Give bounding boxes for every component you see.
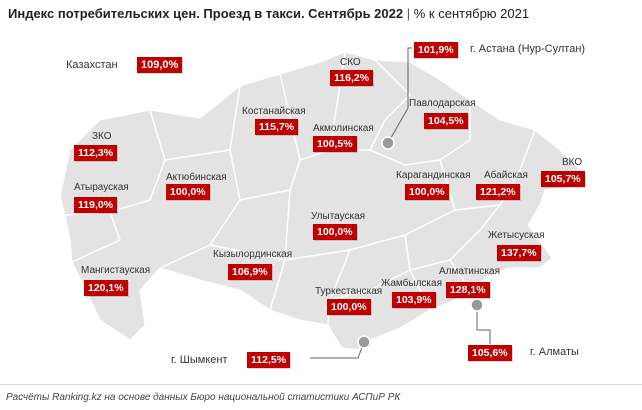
region-value-karaganda: 100,0% <box>405 184 449 200</box>
city-label-almaty: г. Алматы <box>530 346 579 358</box>
title-main: Индекс потребительских цен. Проезд в так… <box>8 6 404 21</box>
region-label-kostanay: Костанайская <box>242 106 306 117</box>
region-label-almaty-region: Алматинская <box>439 266 500 277</box>
region-label-akmola: Акмолинская <box>313 123 374 134</box>
footer-divider <box>0 384 642 385</box>
city-label-astana: г. Астана (Нур-Султан) <box>470 43 586 55</box>
city-value-almaty: 105,6% <box>468 345 512 361</box>
region-value-zhetysu: 137,7% <box>497 245 541 261</box>
almaty-marker <box>470 298 484 312</box>
chart-title: Индекс потребительских цен. Проезд в так… <box>8 6 529 21</box>
city-value-shymkent: 112,5% <box>247 352 291 368</box>
shymkent-marker <box>357 335 371 349</box>
national-label: Казахстан <box>66 59 118 71</box>
region-value-pavlodar: 104,5% <box>424 113 468 129</box>
region-value-almaty-region: 128,1% <box>446 282 490 298</box>
region-value-kostanay: 115,7% <box>255 119 299 135</box>
region-value-ulytau: 100,0% <box>313 224 357 240</box>
region-label-zko: ЗКО <box>92 131 112 142</box>
title-separator: | <box>406 6 411 21</box>
region-label-abai: Абайская <box>484 170 528 181</box>
region-value-sko: 116,2% <box>330 70 374 86</box>
region-label-atyrau: Атырауская <box>74 182 129 193</box>
city-value-astana: 101,9% <box>414 42 458 58</box>
region-label-mangystau: Мангистауская <box>81 265 151 276</box>
region-label-turkestan: Туркестанская <box>315 286 383 297</box>
almaty-leader <box>476 305 491 344</box>
city-label-shymkent: г. Шымкент <box>171 354 228 366</box>
region-value-akmola: 100,5% <box>313 136 357 152</box>
region-label-kyzylorda: Кызылординская <box>213 249 293 260</box>
country-shape <box>59 51 583 351</box>
region-value-mangystau: 120,1% <box>84 280 128 296</box>
region-value-atyrau: 119,0% <box>74 197 118 213</box>
region-label-karaganda: Карагандинская <box>396 170 471 181</box>
astana-marker <box>381 136 395 150</box>
region-value-zko: 112,3% <box>74 145 118 161</box>
region-label-zhetysu: Жетысуская <box>488 230 545 241</box>
region-value-zhambyl: 103,9% <box>392 292 436 308</box>
region-label-zhambyl: Жамбылская <box>381 278 442 289</box>
title-subtitle: % к сентябрю 2021 <box>413 6 530 21</box>
region-label-pavlodar: Павлодарская <box>409 98 476 109</box>
astana-leader <box>387 47 412 144</box>
region-value-aktobe: 100,0% <box>166 184 210 200</box>
region-value-abai: 121,2% <box>476 184 520 200</box>
region-label-vko: ВКО <box>562 157 583 168</box>
region-value-vko: 105,7% <box>541 171 585 187</box>
region-value-turkestan: 100,0% <box>327 299 371 315</box>
region-label-sko: СКО <box>340 57 361 68</box>
region-label-ulytau: Улытауская <box>311 211 366 222</box>
national-value: 109,0% <box>137 57 183 73</box>
region-value-kyzylorda: 106,9% <box>228 264 272 280</box>
source-footnote: Расчёты Ranking.kz на основе данных Бюро… <box>6 392 401 403</box>
region-label-aktobe: Актюбинская <box>166 172 227 183</box>
